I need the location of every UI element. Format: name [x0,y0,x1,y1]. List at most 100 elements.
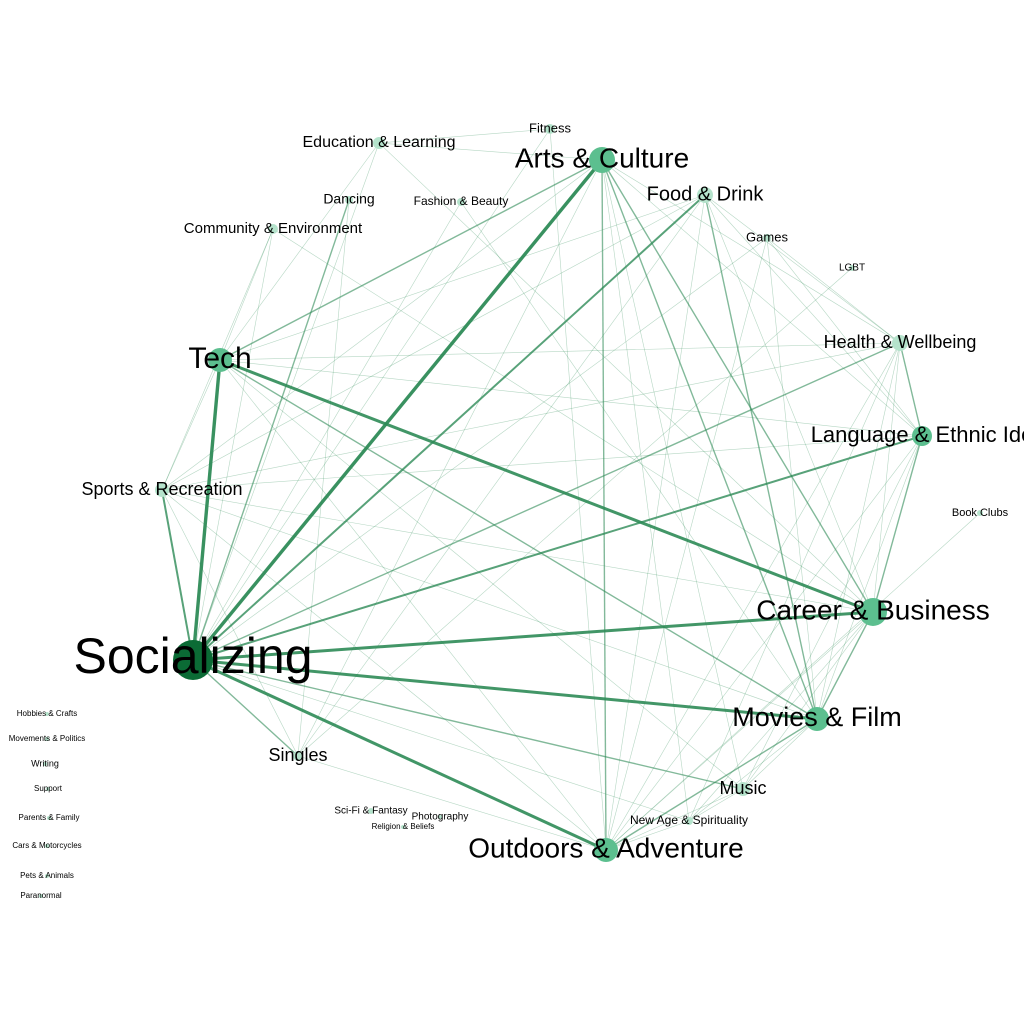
edge-socializing-arts [191,158,604,662]
edge-socializing-outdoors [192,658,607,852]
node-label-community: Community & Environment [184,220,363,237]
node-fashion [457,198,465,206]
node-singles [293,751,303,761]
edge-arts-language [601,159,923,437]
node-parents [47,816,51,820]
edge-outdoors-music [605,788,744,851]
node-label-support: Support [34,784,63,793]
edge-career-movies [816,611,874,720]
edge-socializing-education [192,142,380,661]
edge-tech-sports [161,359,221,491]
node-label-outdoors: Outdoors & Adventure [468,832,744,863]
node-label-lgbt: LGBT [839,263,865,274]
edge-tech-music [219,359,744,790]
node-music [736,782,750,796]
node-fitness [545,124,555,134]
edge-education-career [378,142,874,613]
node-socializing [173,640,213,680]
edge-movies-language [816,435,923,720]
edge-arts-singles [297,159,603,757]
edge-health-sports [161,342,901,491]
node-bookclubs [977,510,983,516]
edge-socializing-fitness [192,128,551,661]
node-cars [45,844,49,848]
node-label-sports: Sports & Recreation [81,479,242,499]
edge-language-games [766,237,923,437]
edge-tech-education [219,142,380,361]
label-layer: Socializing Tech Arts & Culture Career & Bu… [9,120,1024,900]
edge-tech-food [219,194,706,361]
node-dancing [345,196,353,204]
edge-movies-sports [161,489,818,720]
node-scifi [368,808,374,814]
edge-language-health [899,342,923,437]
edge-bookclubs-outdoors [605,512,981,851]
edge-fitness-outdoors [549,128,607,851]
edge-food-career [704,194,874,613]
node-label-parents: Parents & Family [19,813,80,822]
node-label-cars: Cars & Motorcycles [12,841,81,850]
edge-socializing-sports [161,489,194,661]
node-label-pets: Pets & Animals [20,871,74,880]
node-label-socializing: Socializing [73,628,312,684]
edge-food-language [704,194,923,437]
node-label-arts: Arts & Culture [515,142,689,173]
edge-socializing-singles [192,659,299,757]
edge-socializing-career [192,610,874,662]
node-label-bookclubs: Book Clubs [952,507,1009,519]
edge-arts-movies [601,159,818,720]
node-label-music: Music [719,778,766,798]
node-games [763,234,771,242]
node-layer [39,124,983,898]
edge-food-sports [161,194,706,491]
edge-games-movies [766,237,818,720]
node-pets [45,874,49,878]
edge-arts-outdoors [601,159,607,851]
edge-socializing-movies [192,658,818,721]
edge-outdoors-sports [161,489,607,851]
node-label-tech: Tech [188,342,251,375]
node-photography [438,815,442,819]
node-label-photography: Photography [412,812,469,823]
node-label-health: Health & Wellbeing [824,332,977,352]
edge-socializing-dancing [192,199,350,661]
edge-lgbt-singles [297,267,853,757]
edge-outdoors-language [605,435,923,851]
edge-tech-movies [219,359,818,720]
node-writing [43,762,47,766]
node-label-career: Career & Business [756,594,989,625]
edge-outdoors-singles [297,755,607,851]
node-tech [208,348,232,372]
node-label-language: Language & Ethnic Ide [811,422,1024,447]
node-arts [589,147,615,173]
node-movies [805,707,829,731]
edge-games-outdoors [605,237,768,851]
edge-career-music [742,611,874,790]
edge-socializing-food [192,194,706,661]
edge-language-music [742,435,923,790]
node-hobbies [45,712,49,716]
edge-socializing-fashion [192,201,462,661]
node-lgbt [849,265,855,271]
node-newage [685,817,693,825]
edge-community-career [272,228,874,613]
node-label-dancing: Dancing [323,191,374,207]
node-label-scifi: Sci-Fi & Fantasy [334,806,407,817]
node-label-religion: Religion & Beliefs [372,822,435,831]
node-label-fitness: Fitness [529,120,571,135]
node-label-paranormal: Paranormal [20,891,62,900]
edge-layer [161,128,981,852]
edge-education-fitness [378,128,551,144]
node-label-movements: Movements & Politics [9,734,85,743]
node-outdoors [594,838,618,862]
edge-career-outdoors [605,611,874,851]
edge-career-sports [161,489,874,613]
node-support [46,787,50,791]
edge-socializing-health [192,342,901,661]
edge-language-sports [161,435,923,491]
edge-socializing-language [192,435,923,661]
edge-socializing-community [192,228,274,661]
node-education [373,137,385,149]
edge-arts-education [378,142,603,161]
